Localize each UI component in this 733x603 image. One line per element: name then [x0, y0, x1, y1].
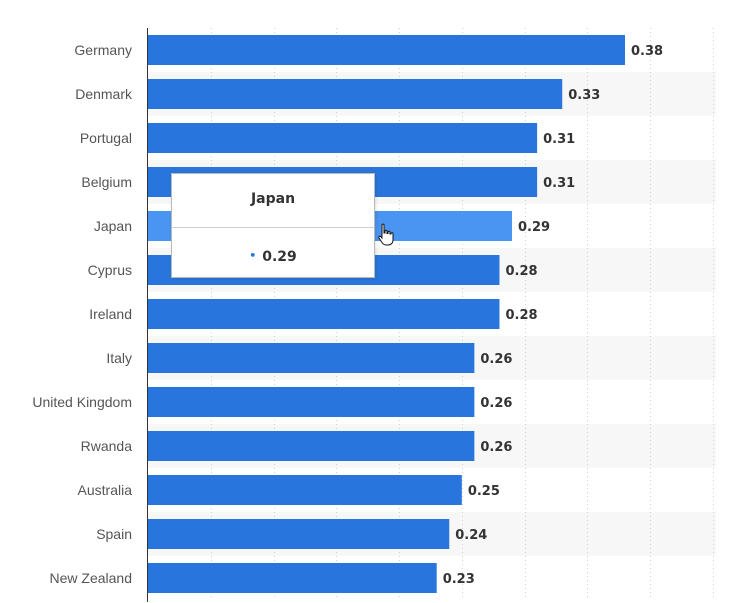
category-label: New Zealand	[50, 570, 133, 586]
hand-pointer-icon	[378, 223, 394, 246]
bar	[148, 123, 538, 153]
data-label: 0.31	[543, 176, 575, 191]
data-label: 0.28	[505, 308, 537, 323]
bar	[148, 35, 625, 65]
tooltip-series-dot: •	[249, 249, 257, 262]
category-label: Germany	[74, 42, 132, 58]
value-labels: 0.38 0.33 0.31 0.31 0.29 0.28 0.28 0.26 0.26 0.26…	[443, 44, 663, 587]
tooltip-value-row: • 0.29	[172, 249, 374, 265]
bar	[148, 519, 450, 549]
bar	[148, 79, 563, 109]
category-label: United Kingdom	[32, 394, 132, 410]
data-label: 0.23	[443, 572, 475, 587]
category-label: Japan	[94, 218, 132, 234]
data-label: 0.26	[480, 440, 512, 455]
category-label: Denmark	[75, 86, 133, 102]
category-label: Portugal	[80, 130, 132, 146]
data-label: 0.26	[480, 352, 512, 367]
data-label: 0.38	[631, 44, 663, 59]
bar	[148, 299, 500, 329]
category-labels: Germany Denmark Portugal Belgium Japan Cyprus…	[32, 42, 133, 586]
bar	[148, 387, 475, 417]
category-label: Spain	[96, 526, 132, 542]
bar	[148, 475, 462, 505]
bar	[148, 563, 437, 593]
tooltip-divider	[172, 227, 374, 228]
tooltip-title: Japan	[250, 191, 296, 207]
category-label: Australia	[78, 482, 133, 498]
data-label: 0.28	[505, 264, 537, 279]
category-label: Italy	[106, 350, 132, 366]
data-label: 0.33	[568, 88, 600, 103]
tooltip: Japan • 0.29	[171, 173, 375, 278]
category-label: Cyprus	[88, 262, 132, 278]
data-label: 0.25	[468, 484, 500, 499]
data-label: 0.26	[480, 396, 512, 411]
data-label: 0.24	[455, 528, 487, 543]
data-label: 0.31	[543, 132, 575, 147]
data-label: 0.29	[518, 220, 550, 235]
bars	[148, 35, 625, 593]
category-label: Rwanda	[81, 438, 133, 454]
category-label: Belgium	[81, 174, 132, 190]
bar	[148, 343, 475, 373]
category-label: Ireland	[89, 306, 132, 322]
tooltip-value: 0.29	[262, 249, 297, 265]
bar	[148, 431, 475, 461]
